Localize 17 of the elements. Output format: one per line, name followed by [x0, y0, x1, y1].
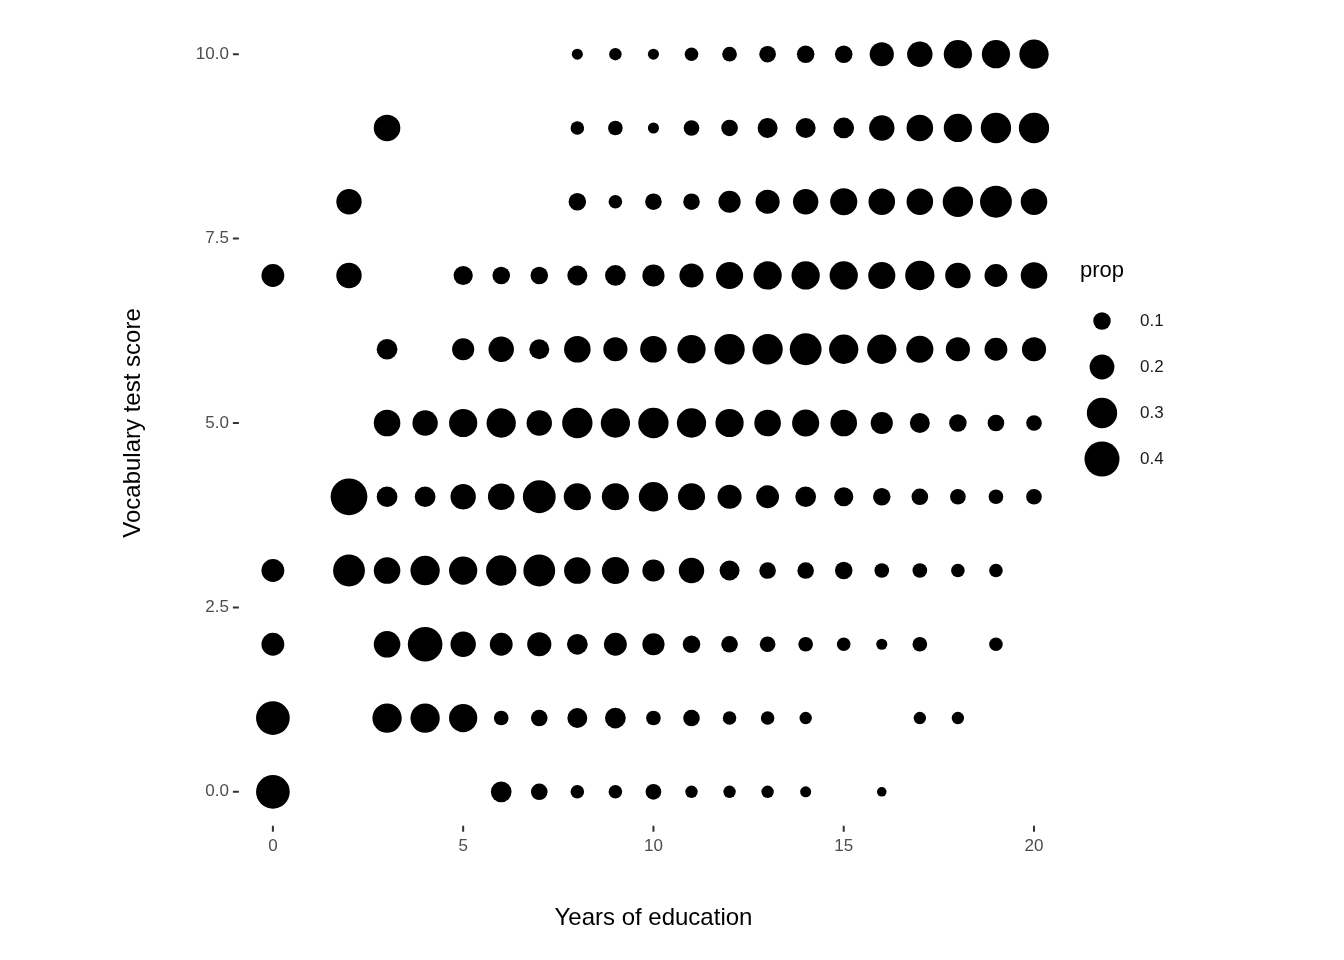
- y-tick-label: 0.0: [205, 781, 229, 801]
- x-tick-label: 0: [268, 835, 278, 855]
- x-tick-label: 10: [643, 835, 663, 855]
- legend-title: prop: [1080, 257, 1125, 283]
- legend-label: 0.4: [1140, 448, 1164, 468]
- legend-label: 0.1: [1140, 310, 1164, 330]
- y-tick-label: 2.5: [205, 597, 229, 617]
- x-tick-label: 15: [834, 835, 854, 855]
- y-tick-label: 7.5: [205, 228, 229, 248]
- y-axis-title: Vocabulary test score: [118, 308, 146, 538]
- x-axis-title: Years of education: [554, 903, 753, 931]
- legend-label: 0.2: [1140, 356, 1164, 376]
- legend-label: 0.3: [1140, 402, 1164, 422]
- y-tick-label: 10.0: [195, 43, 229, 63]
- x-tick-label: 5: [458, 835, 468, 855]
- x-tick-label: 20: [1024, 835, 1044, 855]
- y-tick-label: 5.0: [205, 412, 229, 432]
